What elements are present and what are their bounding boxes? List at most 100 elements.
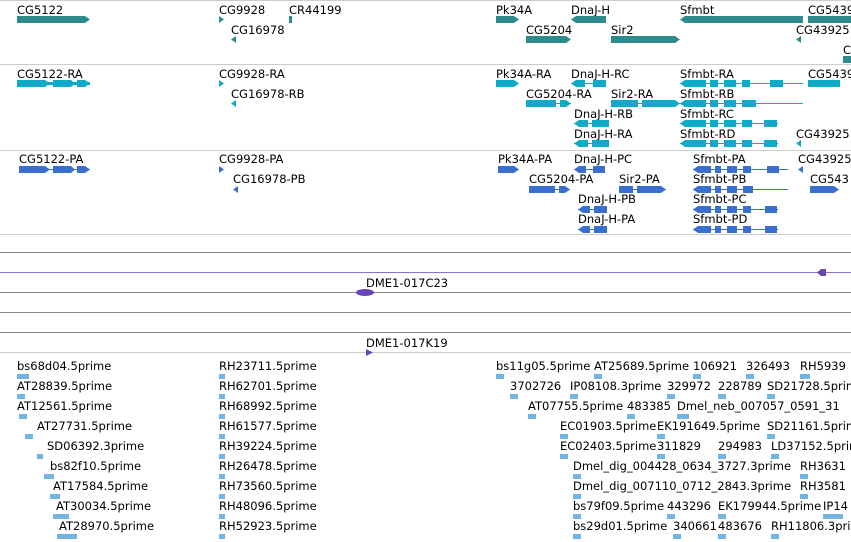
est-glyph[interactable] [57, 534, 77, 539]
transcript-glyph[interactable] [680, 100, 804, 107]
gene-glyph[interactable] [571, 16, 607, 23]
protein-label[interactable]: DnaJ-H-PA [578, 212, 636, 226]
gene-label[interactable]: CG5439 [808, 3, 851, 17]
gene-glyph[interactable] [496, 16, 520, 23]
protein-glyph[interactable] [498, 166, 520, 173]
est-label[interactable]: RH5939 [800, 359, 846, 373]
est-label[interactable]: 329972 [667, 379, 711, 393]
protein-label[interactable]: Sfmbt-PB [693, 172, 747, 186]
gene-label[interactable]: CG5204 [526, 23, 573, 37]
est-label[interactable]: Dmel_dig_004428_0634_3727.3prime [573, 459, 792, 473]
transcript-label[interactable]: CG5204-RA [526, 87, 592, 101]
est-glyph[interactable] [560, 454, 568, 459]
est-label[interactable]: RH61577.5prime [219, 419, 317, 433]
transcript-label[interactable]: CG5439 [808, 67, 851, 81]
est-glyph[interactable] [573, 534, 581, 539]
est-glyph[interactable] [771, 454, 779, 459]
gene-glyph[interactable] [17, 16, 91, 23]
transcript-glyph[interactable] [680, 120, 804, 127]
gene-glyph[interactable] [219, 16, 225, 23]
est-label[interactable]: 483676 [718, 519, 762, 533]
est-glyph[interactable] [594, 374, 602, 379]
est-glyph[interactable] [25, 434, 33, 439]
clone-marker[interactable] [356, 289, 374, 296]
est-glyph[interactable] [219, 394, 225, 399]
est-label[interactable]: bs11g05.5prime [496, 359, 591, 373]
est-label[interactable]: bs79f09.5prime [573, 499, 665, 513]
est-glyph[interactable] [573, 514, 581, 519]
est-glyph[interactable] [219, 514, 225, 519]
est-glyph[interactable] [800, 374, 810, 379]
est-label[interactable]: 228789 [718, 379, 762, 393]
gene-glyph[interactable] [808, 16, 851, 23]
est-glyph[interactable] [667, 394, 675, 399]
transcript-glyph[interactable] [496, 80, 520, 87]
est-glyph[interactable] [219, 414, 225, 419]
est-label[interactable]: EK191649.5prime [657, 419, 761, 433]
est-label[interactable]: 294983 [718, 439, 762, 453]
est-glyph[interactable] [746, 374, 754, 379]
transcript-label[interactable]: DnaJ-H-RB [574, 107, 633, 121]
est-glyph[interactable] [718, 394, 726, 399]
protein-glyph[interactable] [693, 186, 789, 193]
est-label[interactable]: AT30034.5prime [56, 499, 152, 513]
est-label[interactable]: RH3631 [800, 459, 846, 473]
est-label[interactable]: RH23711.5prime [219, 359, 317, 373]
gene-label[interactable]: Pk34A [496, 3, 533, 17]
est-label[interactable]: RH39224.5prime [219, 439, 317, 453]
est-label[interactable]: SD21728.5prime [767, 379, 851, 393]
transcript-label[interactable]: DnaJ-H-RA [574, 127, 633, 141]
gene-label[interactable]: Sfmbt [680, 3, 715, 17]
est-glyph[interactable] [800, 494, 808, 499]
transcript-label[interactable]: Sir2-RA [611, 87, 654, 101]
est-glyph[interactable] [219, 534, 225, 539]
est-glyph[interactable] [718, 534, 726, 539]
est-glyph[interactable] [44, 474, 54, 479]
transcript-glyph[interactable] [571, 80, 607, 87]
est-label[interactable]: 340661 [673, 519, 717, 533]
est-glyph[interactable] [657, 434, 665, 439]
est-label[interactable]: AT27731.5prime [37, 419, 133, 433]
protein-glyph[interactable] [693, 226, 789, 233]
est-label[interactable]: 483385 [627, 399, 671, 413]
transcript-label[interactable]: Sfmbt-RC [680, 107, 734, 121]
est-glyph[interactable] [219, 454, 225, 459]
est-label[interactable]: 3702726 [510, 379, 562, 393]
est-glyph[interactable] [219, 474, 225, 479]
clone-label[interactable]: DME1-017C23 [366, 276, 449, 290]
protein-label[interactable]: Sfmbt-PC [693, 192, 747, 206]
est-label[interactable]: RH48096.5prime [219, 499, 317, 513]
gene-glyph[interactable] [843, 56, 851, 63]
est-label[interactable]: 443296 [667, 499, 711, 513]
transcript-glyph[interactable] [680, 80, 804, 87]
est-label[interactable]: bs68d04.5prime [17, 359, 112, 373]
est-glyph[interactable] [767, 394, 775, 399]
transcript-glyph[interactable] [574, 120, 610, 127]
gene-glyph[interactable] [611, 36, 681, 43]
transcript-glyph[interactable] [808, 80, 851, 87]
est-label[interactable]: RH11806.3prime [771, 519, 851, 533]
est-label[interactable]: EK179944.5prime [718, 499, 822, 513]
est-glyph[interactable] [677, 414, 689, 419]
transcript-glyph[interactable] [574, 140, 610, 147]
transcript-glyph[interactable] [231, 100, 237, 107]
protein-glyph[interactable] [19, 166, 91, 173]
est-glyph[interactable] [800, 474, 808, 479]
est-label[interactable]: IP08108.3prime [570, 379, 662, 393]
est-glyph[interactable] [19, 414, 27, 419]
gene-label[interactable]: CG43925 [796, 23, 850, 37]
transcript-label[interactable]: Sfmbt-RB [680, 87, 735, 101]
protein-glyph[interactable] [578, 226, 608, 233]
est-glyph[interactable] [219, 434, 225, 439]
est-glyph[interactable] [510, 394, 518, 399]
est-glyph[interactable] [528, 414, 536, 419]
est-glyph[interactable] [573, 474, 581, 479]
gene-glyph[interactable] [526, 36, 572, 43]
gene-label[interactable]: CG9928 [219, 3, 266, 17]
protein-glyph[interactable] [798, 166, 804, 173]
protein-label[interactable]: Sfmbt-PD [693, 212, 748, 226]
est-glyph[interactable] [771, 534, 779, 539]
est-glyph[interactable] [673, 534, 681, 539]
est-glyph[interactable] [219, 374, 225, 379]
clone-line[interactable] [0, 272, 851, 273]
